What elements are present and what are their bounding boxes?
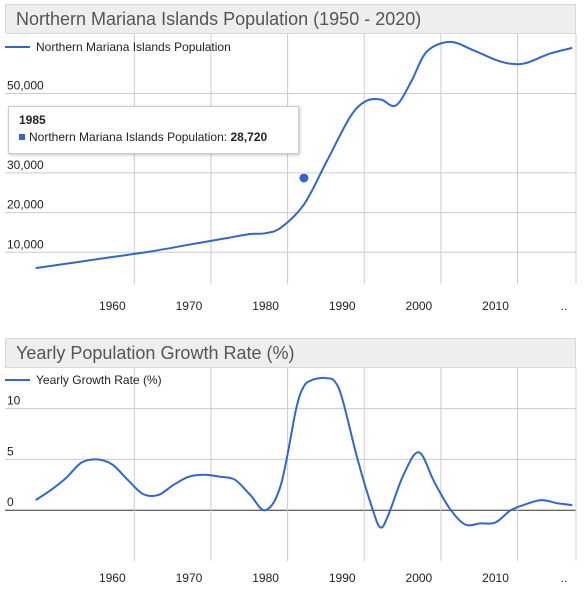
x-tick-label: 2000 [406,571,433,585]
series-line[interactable] [35,40,573,270]
series-line[interactable] [35,376,573,529]
y-tick-label: 10,000 [7,237,44,251]
x-tick-label: 1990 [329,299,356,313]
y-tick-label: 5 [7,444,14,458]
y-tick-label: 10 [7,394,21,408]
y-tick-label: 50,000 [7,79,44,93]
legend-label: Yearly Growth Rate (%) [36,373,162,387]
x-tick-label: 1990 [329,571,356,585]
y-tick-label: 0 [7,495,14,509]
x-tick-label: 1960 [99,299,126,313]
legend-label: Northern Mariana Islands Population [36,40,231,54]
y-tick-label: 30,000 [7,158,44,172]
x-tick-label: 2010 [482,571,509,585]
x-tick-label: 1980 [252,299,279,313]
tooltip-series-swatch [19,134,25,140]
x-tick-label: 1960 [99,571,126,585]
tooltip-year: 1985 [19,113,46,127]
population-chart-title: Northern Mariana Islands Population (195… [5,4,576,34]
x-tick-label: 2010 [482,299,509,313]
growth-rate-chart[interactable]: 0 5 10 1960 1970 1980 1990 2000 2010 .. Yearly Gro… [0,368,584,593]
data-point-tooltip: 1985 Northern Mariana Islands Population… [8,106,299,154]
x-tick-label: 1970 [176,299,203,313]
growth-chart-title: Yearly Population Growth Rate (%) [5,338,576,368]
tooltip-label: Northern Mariana Islands Population: [29,130,228,144]
population-chart[interactable]: 10,000 20,000 30,000 50,000 1960 1970 1980 1990… [0,34,584,322]
x-tick-label: .. [561,571,568,585]
y-tick-label: 20,000 [7,198,44,212]
tooltip-value: 28,720 [230,130,268,144]
highlighted-point[interactable] [298,172,310,184]
x-tick-label: 1970 [176,571,203,585]
x-tick-label: .. [561,299,568,313]
x-tick-label: 2000 [406,299,433,313]
x-tick-label: 1980 [252,571,279,585]
